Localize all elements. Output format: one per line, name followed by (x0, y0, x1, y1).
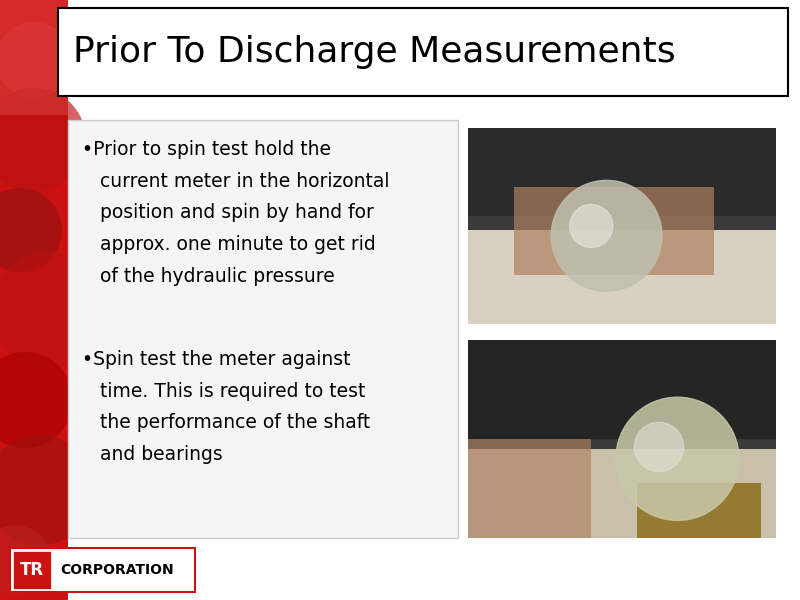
Bar (0, 0, 68, 115)
Bar (468, 128, 776, 216)
Bar (13, 551, 51, 589)
Circle shape (634, 422, 683, 472)
Text: CORPORATION: CORPORATION (60, 563, 174, 577)
Circle shape (0, 352, 73, 448)
Text: TR: TR (20, 561, 44, 579)
Bar (468, 128, 776, 324)
Text: •Prior to spin test hold the
   current meter in the horizontal
   position and : •Prior to spin test hold the current met… (82, 140, 390, 286)
Circle shape (0, 525, 50, 595)
Bar (10, 548, 195, 592)
Circle shape (0, 188, 62, 272)
Circle shape (0, 88, 86, 192)
Circle shape (570, 205, 613, 248)
Circle shape (551, 181, 662, 291)
Bar (0, 0, 68, 600)
Text: Prior To Discharge Measurements: Prior To Discharge Measurements (73, 35, 676, 69)
Bar (468, 449, 776, 538)
Circle shape (0, 22, 72, 98)
Bar (468, 230, 776, 324)
Bar (468, 340, 776, 439)
Bar (58, 8, 788, 96)
Circle shape (616, 397, 739, 520)
Bar (68, 120, 458, 538)
Circle shape (0, 435, 95, 545)
Bar (468, 439, 591, 538)
Bar (514, 187, 714, 275)
Text: •Spin test the meter against
   time. This is required to test
   the performanc: •Spin test the meter against time. This … (82, 350, 370, 464)
Bar (638, 482, 761, 538)
Bar (468, 340, 776, 538)
Circle shape (0, 252, 108, 368)
